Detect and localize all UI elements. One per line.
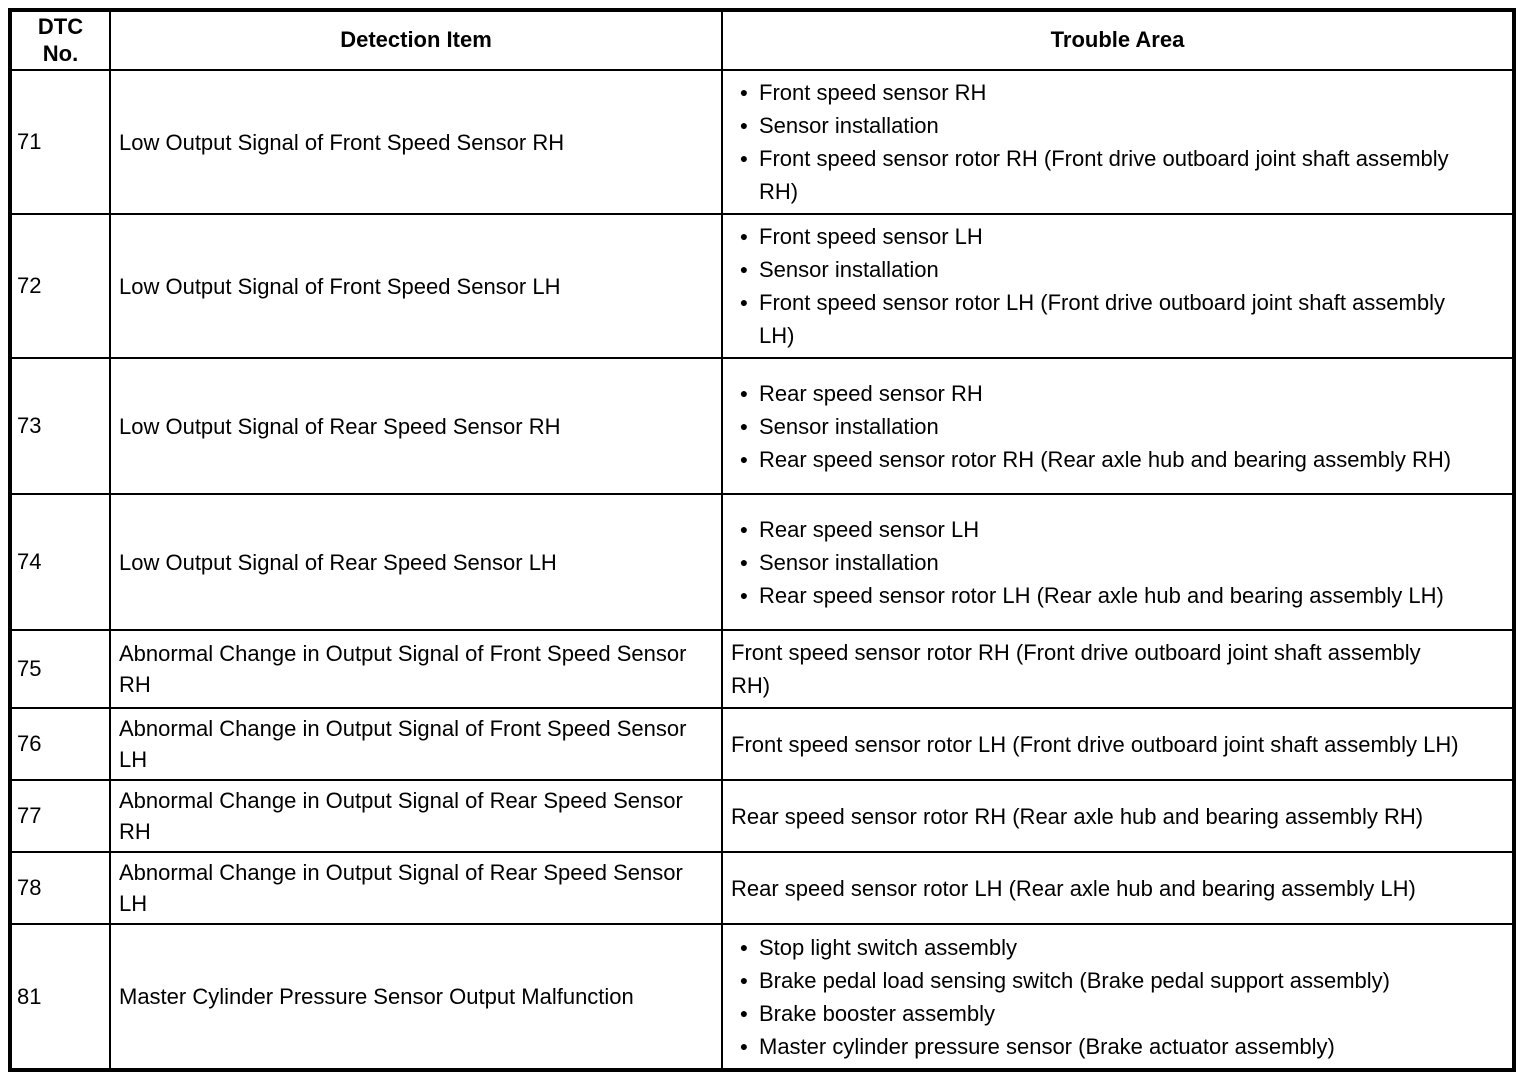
trouble-list-item: ● Rear speed sensor rotor LH (Rear axle … (729, 579, 1464, 612)
trouble-area: Front speed sensor rotor RH (Front drive… (721, 629, 1515, 709)
detection-item: Low Output Signal of Rear Speed Sensor L… (109, 493, 723, 631)
bullet-icon: ● (739, 586, 749, 603)
detection-item: Abnormal Change in Output Signal of Fron… (109, 707, 723, 781)
trouble-list-item: ● Front speed sensor RH (729, 76, 1464, 109)
bullet-icon: ● (739, 294, 749, 310)
trouble-list-item: ● Rear speed sensor RH (729, 377, 1464, 410)
trouble-list-item: ● Brake pedal load sensing switch (Brake… (729, 964, 1464, 997)
dtc-no: 81 (9, 923, 111, 1071)
trouble-text: Front speed sensor RH (759, 80, 987, 105)
trouble-text: Sensor installation (759, 257, 939, 282)
trouble-text: Brake pedal load sensing switch (Brake p… (759, 967, 1390, 993)
trouble-area: Rear speed sensor rotor LH (Rear axle hu… (721, 851, 1515, 925)
dtc-no: 76 (9, 707, 111, 781)
trouble-list-item: ● Front speed sensor rotor LH (Front dri… (729, 286, 1464, 352)
dtc-table: DTC No. Detection Item Trouble Area 71 L… (8, 8, 1516, 1072)
trouble-text: Rear speed sensor RH (759, 380, 983, 406)
dtc-no: 77 (9, 779, 111, 853)
trouble-area: Front speed sensor rotor LH (Front drive… (721, 707, 1515, 781)
table-row-dtc-74: 74 Low Output Signal of Rear Speed Senso… (9, 493, 1515, 631)
detection-item: Abnormal Change in Output Signal of Rear… (109, 779, 723, 853)
header-detection-item: Detection Item (109, 9, 723, 71)
table-row-dtc-71: 71 Low Output Signal of Front Speed Sens… (9, 69, 1515, 215)
table-row-dtc-76: 76 Abnormal Change in Output Signal of F… (9, 707, 1515, 781)
header-trouble-area: Trouble Area (721, 9, 1515, 71)
bullet-icon: ● (739, 1004, 749, 1021)
trouble-list-item: ● Sensor installation (729, 109, 1464, 142)
bullet-icon: ● (739, 84, 749, 100)
trouble-text: Rear speed sensor LH (759, 516, 980, 542)
trouble-list-item: ● Stop light switch assembly (729, 931, 1464, 964)
bullet-icon: ● (739, 228, 749, 244)
detection-item: Abnormal Change in Output Signal of Rear… (109, 851, 723, 925)
bullet-icon: ● (739, 150, 749, 166)
bullet-icon: ● (739, 450, 749, 467)
trouble-text: Sensor installation (759, 113, 939, 138)
trouble-area: Rear speed sensor rotor RH (Rear axle hu… (721, 779, 1515, 853)
bullet-icon: ● (739, 384, 749, 401)
dtc-no: 72 (9, 213, 111, 359)
dtc-no: 73 (9, 357, 111, 495)
bullet-icon: ● (739, 938, 749, 955)
dtc-no: 75 (9, 629, 111, 709)
trouble-text: Sensor installation (759, 549, 939, 575)
table-row-dtc-81: 81 Master Cylinder Pressure Sensor Outpu… (9, 923, 1515, 1071)
header-dtc-no: DTC No. (9, 9, 111, 71)
trouble-area: ● Front speed sensor RH ● Sensor install… (721, 69, 1515, 215)
bullet-icon: ● (739, 553, 749, 570)
bullet-icon: ● (739, 520, 749, 537)
bullet-icon: ● (739, 261, 749, 277)
trouble-area: ● Rear speed sensor RH ● Sensor installa… (721, 357, 1515, 495)
trouble-text: Rear speed sensor rotor RH (Rear axle hu… (759, 446, 1452, 472)
table-row-dtc-73: 73 Low Output Signal of Rear Speed Senso… (9, 357, 1515, 495)
dtc-no: 71 (9, 69, 111, 215)
dtc-no: 78 (9, 851, 111, 925)
detection-item: Abnormal Change in Output Signal of Fron… (109, 629, 723, 709)
table-row-dtc-75: 75 Abnormal Change in Output Signal of F… (9, 629, 1515, 709)
trouble-text: Master cylinder pressure sensor (Brake a… (759, 1033, 1335, 1059)
trouble-list-item: ● Master cylinder pressure sensor (Brake… (729, 1030, 1464, 1063)
trouble-text: Sensor installation (759, 413, 939, 439)
trouble-text: Front speed sensor LH (759, 224, 983, 249)
trouble-text: Rear speed sensor rotor LH (Rear axle hu… (759, 582, 1444, 608)
table-row-dtc-72: 72 Low Output Signal of Front Speed Sens… (9, 213, 1515, 359)
trouble-list-item: ● Rear speed sensor rotor RH (Rear axle … (729, 443, 1464, 476)
table-row-dtc-78: 78 Abnormal Change in Output Signal of R… (9, 851, 1515, 925)
trouble-list-item: ● Sensor installation (729, 253, 1464, 286)
trouble-list-item: ● Sensor installation (729, 546, 1464, 579)
dtc-no: 74 (9, 493, 111, 631)
trouble-area: ● Stop light switch assembly ● Brake ped… (721, 923, 1515, 1071)
bullet-icon: ● (739, 1037, 749, 1054)
header-row: DTC No. Detection Item Trouble Area (9, 9, 1515, 71)
bullet-icon: ● (739, 417, 749, 434)
detection-item: Low Output Signal of Front Speed Sensor … (109, 213, 723, 359)
trouble-list-item: ● Front speed sensor LH (729, 220, 1464, 253)
trouble-list-item: ● Sensor installation (729, 410, 1464, 443)
bullet-icon: ● (739, 971, 749, 988)
trouble-text: Front speed sensor rotor RH (Front drive… (759, 146, 1449, 204)
table-row-dtc-77: 77 Abnormal Change in Output Signal of R… (9, 779, 1515, 853)
bullet-icon: ● (739, 117, 749, 133)
trouble-list-item: ● Rear speed sensor LH (729, 513, 1464, 546)
trouble-text: Stop light switch assembly (759, 934, 1017, 960)
detection-item: Master Cylinder Pressure Sensor Output M… (109, 923, 723, 1071)
trouble-list-item: ● Front speed sensor rotor RH (Front dri… (729, 142, 1464, 208)
trouble-area: ● Front speed sensor LH ● Sensor install… (721, 213, 1515, 359)
detection-item: Low Output Signal of Front Speed Sensor … (109, 69, 723, 215)
trouble-area: ● Rear speed sensor LH ● Sensor installa… (721, 493, 1515, 631)
trouble-text: Brake booster assembly (759, 1000, 995, 1026)
detection-item: Low Output Signal of Rear Speed Sensor R… (109, 357, 723, 495)
trouble-list-item: ● Brake booster assembly (729, 997, 1464, 1030)
trouble-text: Front speed sensor rotor LH (Front drive… (759, 290, 1445, 348)
